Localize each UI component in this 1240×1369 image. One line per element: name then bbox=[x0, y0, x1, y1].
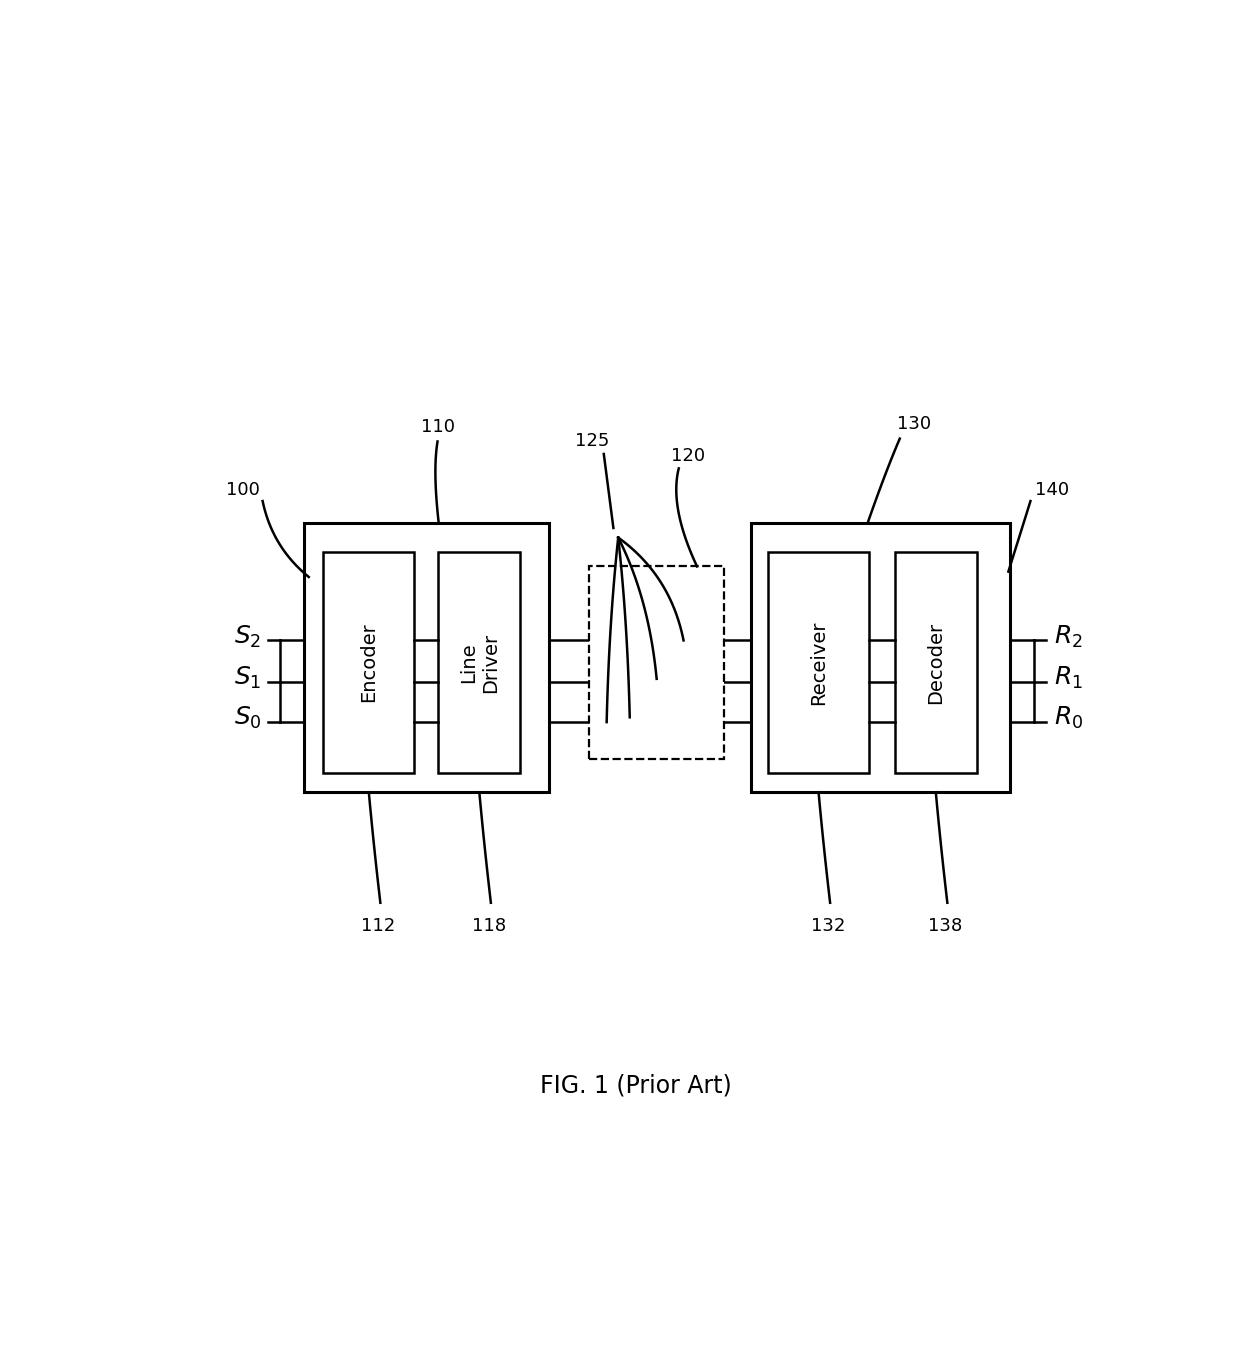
Text: 100: 100 bbox=[227, 481, 260, 498]
Text: Decoder: Decoder bbox=[926, 622, 945, 704]
Text: 125: 125 bbox=[575, 433, 609, 450]
Text: 110: 110 bbox=[420, 418, 455, 437]
Text: 120: 120 bbox=[671, 446, 706, 465]
Text: 112: 112 bbox=[361, 917, 396, 935]
Text: Line
Driver: Line Driver bbox=[459, 632, 500, 693]
Text: 132: 132 bbox=[811, 917, 846, 935]
Text: 130: 130 bbox=[897, 415, 931, 433]
Text: Encoder: Encoder bbox=[360, 623, 378, 702]
Text: $R_2$: $R_2$ bbox=[1054, 623, 1083, 650]
Text: $R_1$: $R_1$ bbox=[1054, 665, 1083, 691]
Text: 138: 138 bbox=[929, 917, 962, 935]
Text: $R_0$: $R_0$ bbox=[1054, 705, 1083, 731]
Text: $S_1$: $S_1$ bbox=[234, 665, 262, 691]
Text: $S_2$: $S_2$ bbox=[234, 623, 262, 650]
Bar bbox=[324, 552, 414, 773]
Bar bbox=[589, 567, 724, 758]
Text: 140: 140 bbox=[1035, 481, 1069, 498]
Bar bbox=[895, 552, 977, 773]
Bar bbox=[768, 552, 869, 773]
Bar bbox=[304, 523, 549, 793]
Text: 118: 118 bbox=[472, 917, 506, 935]
Bar bbox=[439, 552, 521, 773]
Text: $S_0$: $S_0$ bbox=[234, 705, 262, 731]
Bar bbox=[751, 523, 1011, 793]
Text: Receiver: Receiver bbox=[808, 620, 828, 705]
Text: FIG. 1 (Prior Art): FIG. 1 (Prior Art) bbox=[539, 1073, 732, 1098]
